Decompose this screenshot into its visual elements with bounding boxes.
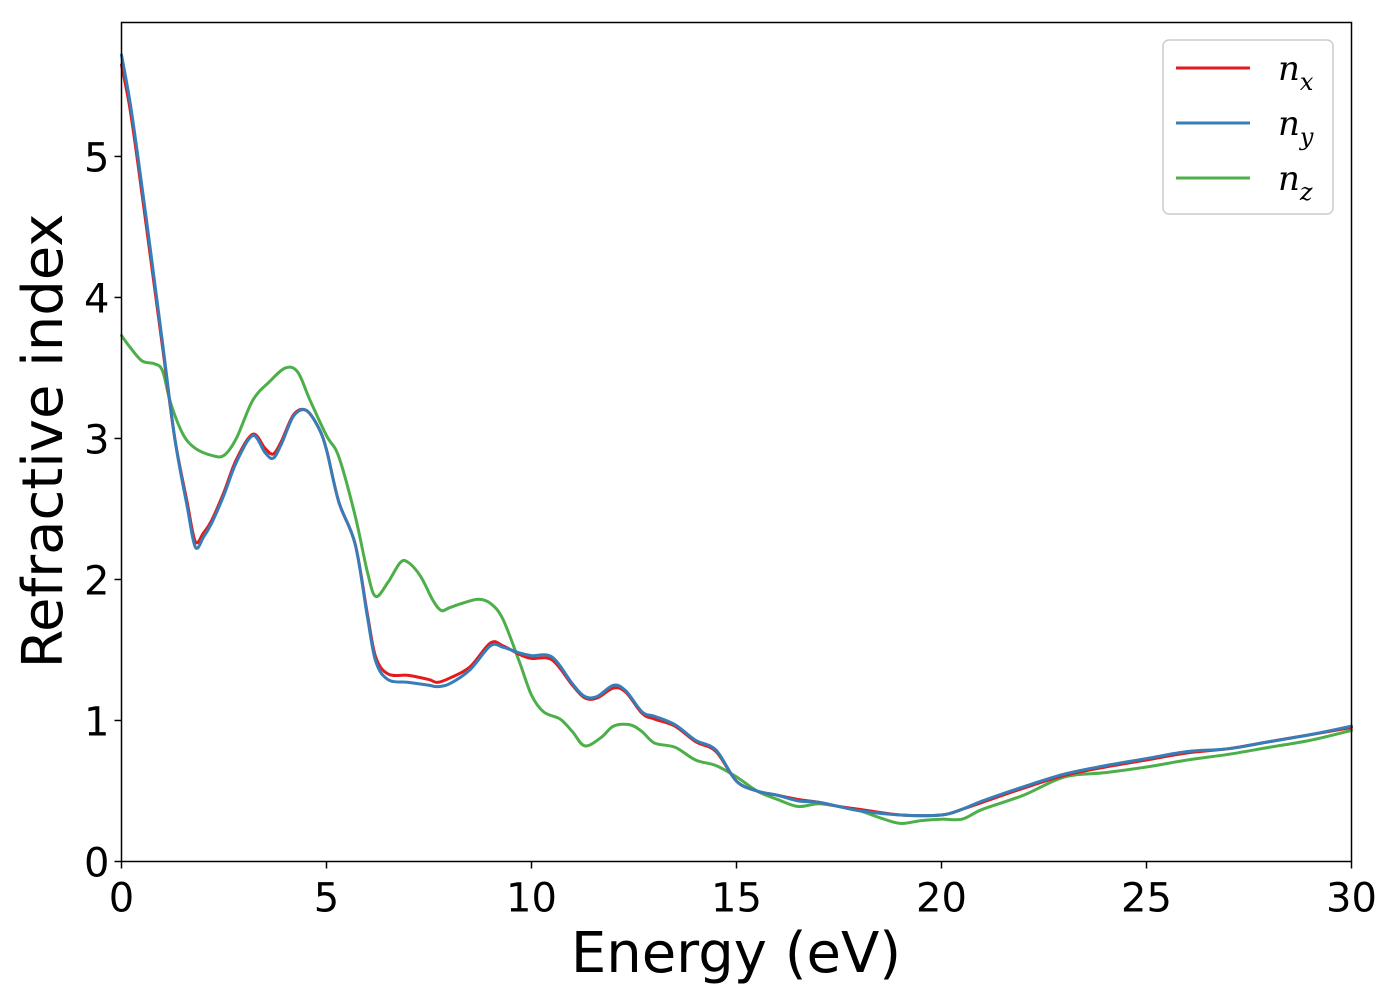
x-tick-label: 5 xyxy=(314,876,339,922)
series-line-ny xyxy=(120,53,1353,818)
legend: nx ny nz xyxy=(1162,39,1334,215)
y-tick-label: 0 xyxy=(84,841,109,887)
plot-frame xyxy=(120,21,1353,863)
x-tick-label: 30 xyxy=(1326,876,1377,922)
x-tick-label: 25 xyxy=(1121,876,1172,922)
x-tick-label: 10 xyxy=(506,876,557,922)
y-tick-label: 5 xyxy=(84,135,109,181)
x-tick-label: 15 xyxy=(711,876,762,922)
y-tick-label: 2 xyxy=(84,558,109,604)
x-tick-label: 20 xyxy=(916,876,967,922)
y-tick-label: 4 xyxy=(84,276,109,322)
series-layer xyxy=(120,53,1353,825)
y-axis-ticks: 0 1 2 3 4 5 xyxy=(84,135,122,887)
x-axis-label: Energy (eV) xyxy=(571,921,901,986)
y-tick-label: 1 xyxy=(84,699,109,745)
x-tick-label: 0 xyxy=(109,876,134,922)
legend-label-ny: ny xyxy=(1278,104,1314,151)
series-line-nz xyxy=(120,334,1353,825)
legend-label-nx: nx xyxy=(1278,49,1314,96)
x-axis-ticks: 0 5 10 15 20 25 30 xyxy=(109,861,1377,922)
y-axis-label: Refractive index xyxy=(11,214,76,669)
legend-label-nz: nz xyxy=(1278,159,1313,206)
y-tick-label: 3 xyxy=(84,417,109,463)
legend-box xyxy=(1162,39,1334,215)
